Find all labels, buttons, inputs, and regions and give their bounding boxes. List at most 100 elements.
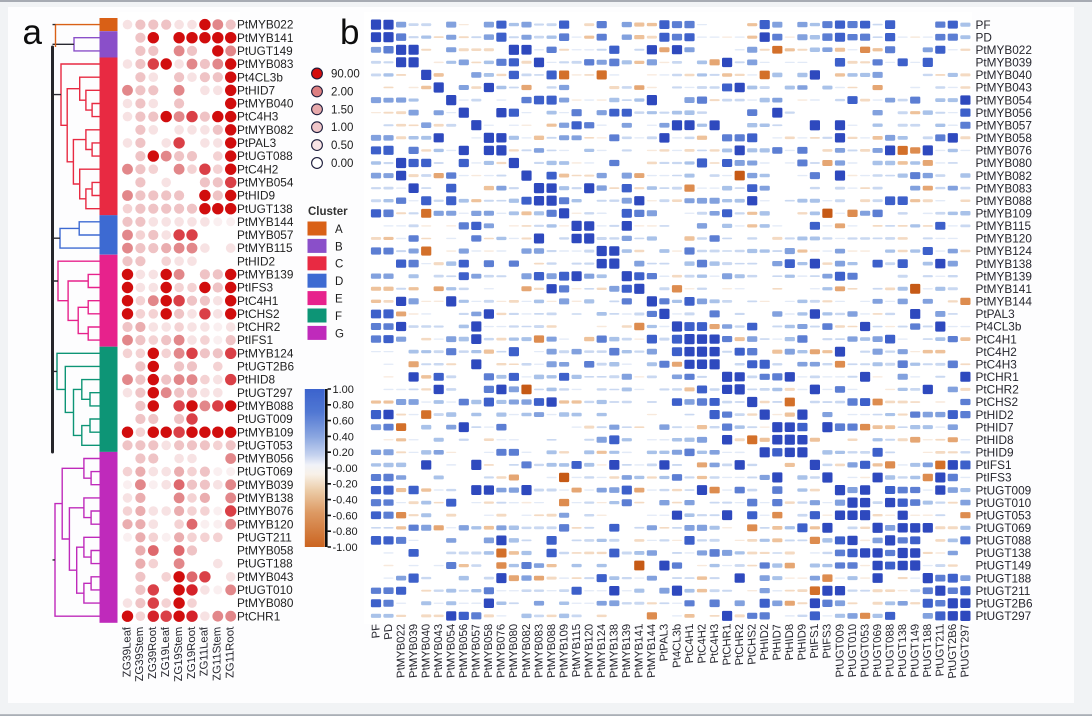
svg-text:PtUGT211: PtUGT211 [976, 584, 1031, 598]
svg-text:PtPAL3: PtPAL3 [976, 307, 1016, 321]
svg-text:Pt4CL3b: Pt4CL3b [976, 320, 1022, 334]
svg-text:-0.00: -0.00 [333, 463, 358, 475]
svg-text:PtUGT138: PtUGT138 [976, 546, 1032, 560]
svg-text:1.00: 1.00 [333, 384, 354, 396]
svg-text:PtMYB058: PtMYB058 [237, 544, 294, 558]
svg-text:PtUGT010: PtUGT010 [847, 623, 859, 678]
svg-text:PtUGT297: PtUGT297 [976, 609, 1032, 623]
svg-text:PtC4H3: PtC4H3 [709, 623, 721, 664]
svg-text:PtMYB057: PtMYB057 [976, 118, 1032, 132]
svg-text:PtUGT188: PtUGT188 [237, 557, 293, 571]
svg-text:Pt4CL3b: Pt4CL3b [237, 70, 283, 84]
svg-text:PtUGT053: PtUGT053 [859, 623, 871, 678]
svg-text:2.00: 2.00 [331, 86, 353, 98]
svg-text:PtUGT138: PtUGT138 [897, 623, 909, 678]
svg-text:PtMYB043: PtMYB043 [237, 570, 294, 584]
svg-text:PtHID9: PtHID9 [797, 623, 809, 661]
svg-text:PtMYB141: PtMYB141 [634, 623, 646, 678]
svg-text:PtUGT138: PtUGT138 [237, 202, 293, 216]
svg-text:PtUGT211: PtUGT211 [237, 530, 292, 544]
svg-text:PtC4H1: PtC4H1 [237, 294, 278, 308]
svg-text:90.00: 90.00 [331, 69, 360, 81]
svg-text:PtC4H3: PtC4H3 [237, 110, 279, 124]
svg-text:PtHID7: PtHID7 [237, 83, 275, 97]
svg-text:PtUGT009: PtUGT009 [976, 483, 1032, 497]
svg-text:PtMYB120: PtMYB120 [237, 517, 294, 531]
svg-text:PtC4H2: PtC4H2 [237, 162, 278, 176]
svg-text:PtUGT149: PtUGT149 [910, 623, 922, 678]
svg-text:E: E [335, 294, 343, 306]
svg-text:PtMYB115: PtMYB115 [976, 219, 1032, 233]
svg-text:ZG39Leaf: ZG39Leaf [121, 625, 133, 678]
svg-text:PtCHR2: PtCHR2 [237, 320, 280, 334]
svg-text:PtMYB022: PtMYB022 [976, 43, 1032, 57]
svg-text:G: G [335, 328, 344, 340]
svg-text:PtMYB043: PtMYB043 [976, 81, 1033, 95]
svg-text:PtMYB141: PtMYB141 [237, 31, 293, 45]
svg-text:PtUGT088: PtUGT088 [976, 534, 1032, 548]
svg-text:PtHID2: PtHID2 [976, 408, 1014, 422]
svg-text:PtMYB058: PtMYB058 [483, 623, 495, 678]
svg-text:PtMYB057: PtMYB057 [471, 623, 483, 678]
svg-text:PtUGT149: PtUGT149 [237, 44, 293, 58]
svg-text:b: b [340, 13, 359, 52]
svg-text:PtMYB124: PtMYB124 [976, 244, 1033, 258]
svg-text:PtUGT053: PtUGT053 [237, 438, 293, 452]
svg-text:PtC4H1: PtC4H1 [976, 332, 1017, 346]
svg-text:PtUGT188: PtUGT188 [976, 571, 1032, 585]
svg-text:-0.20: -0.20 [333, 479, 358, 491]
svg-text:PtMYB124: PtMYB124 [237, 346, 294, 360]
svg-text:PtHID2: PtHID2 [759, 623, 771, 661]
svg-text:PtMYB083: PtMYB083 [533, 623, 545, 678]
svg-text:PtMYB040: PtMYB040 [976, 68, 1033, 82]
svg-text:ZG39Stem: ZG39Stem [134, 626, 146, 682]
svg-text:PtPAL3: PtPAL3 [237, 136, 277, 150]
svg-text:0.80: 0.80 [333, 400, 354, 412]
svg-text:ZG11Root: ZG11Root [225, 625, 237, 679]
svg-text:PtCHR1: PtCHR1 [721, 623, 733, 666]
svg-text:PtMYB056: PtMYB056 [237, 452, 294, 466]
svg-text:PtMYB109: PtMYB109 [976, 207, 1032, 221]
svg-text:PtMYB040: PtMYB040 [237, 97, 294, 111]
svg-text:PtMYB109: PtMYB109 [558, 623, 570, 678]
svg-text:PtC4H3: PtC4H3 [976, 358, 1018, 372]
svg-text:PtUGT009: PtUGT009 [834, 623, 846, 678]
svg-text:Cluster: Cluster [308, 206, 348, 218]
svg-text:D: D [335, 276, 343, 288]
svg-text:PtMYB120: PtMYB120 [584, 623, 596, 678]
svg-text:PtMYB039: PtMYB039 [408, 623, 420, 678]
svg-text:PtUGT2B6: PtUGT2B6 [976, 597, 1033, 611]
svg-text:PtUGT297: PtUGT297 [237, 386, 293, 400]
svg-text:Pt4CL3b: Pt4CL3b [671, 623, 683, 668]
svg-text:PtHID8: PtHID8 [237, 373, 275, 387]
svg-text:PtMYB022: PtMYB022 [395, 623, 407, 678]
svg-text:a: a [23, 13, 43, 52]
svg-text:-0.60: -0.60 [333, 510, 358, 522]
svg-text:PtMYB054: PtMYB054 [237, 176, 294, 190]
svg-text:-1.00: -1.00 [333, 542, 358, 554]
svg-text:PtHID9: PtHID9 [237, 189, 275, 203]
svg-text:1.50: 1.50 [331, 104, 353, 116]
svg-text:PtPAL3: PtPAL3 [659, 623, 671, 662]
svg-text:PtMYB109: PtMYB109 [237, 425, 293, 439]
svg-text:PtCHS2: PtCHS2 [237, 307, 280, 321]
svg-text:0.20: 0.20 [333, 447, 354, 459]
svg-text:PtUGT010: PtUGT010 [237, 583, 293, 597]
svg-text:PtMYB082: PtMYB082 [521, 623, 533, 678]
svg-text:PtCHR2: PtCHR2 [976, 383, 1019, 397]
svg-text:PtMYB076: PtMYB076 [237, 504, 294, 518]
svg-text:PtC4H2: PtC4H2 [976, 345, 1017, 359]
svg-text:PtHID9: PtHID9 [976, 446, 1014, 460]
svg-text:PtMYB088: PtMYB088 [546, 623, 558, 678]
svg-text:0.50: 0.50 [331, 140, 353, 152]
svg-text:ZG19Leaf: ZG19Leaf [160, 625, 172, 678]
svg-text:B: B [335, 241, 343, 253]
svg-text:PtUGT088: PtUGT088 [884, 623, 896, 678]
svg-text:C: C [335, 259, 343, 271]
svg-text:PtMYB083: PtMYB083 [237, 57, 294, 71]
svg-text:PtUGT211: PtUGT211 [935, 623, 947, 677]
svg-text:PtUGT009: PtUGT009 [237, 412, 293, 426]
svg-text:1.00: 1.00 [331, 122, 353, 134]
svg-text:PtMYB144: PtMYB144 [976, 295, 1033, 309]
svg-text:PtHID8: PtHID8 [784, 623, 796, 661]
